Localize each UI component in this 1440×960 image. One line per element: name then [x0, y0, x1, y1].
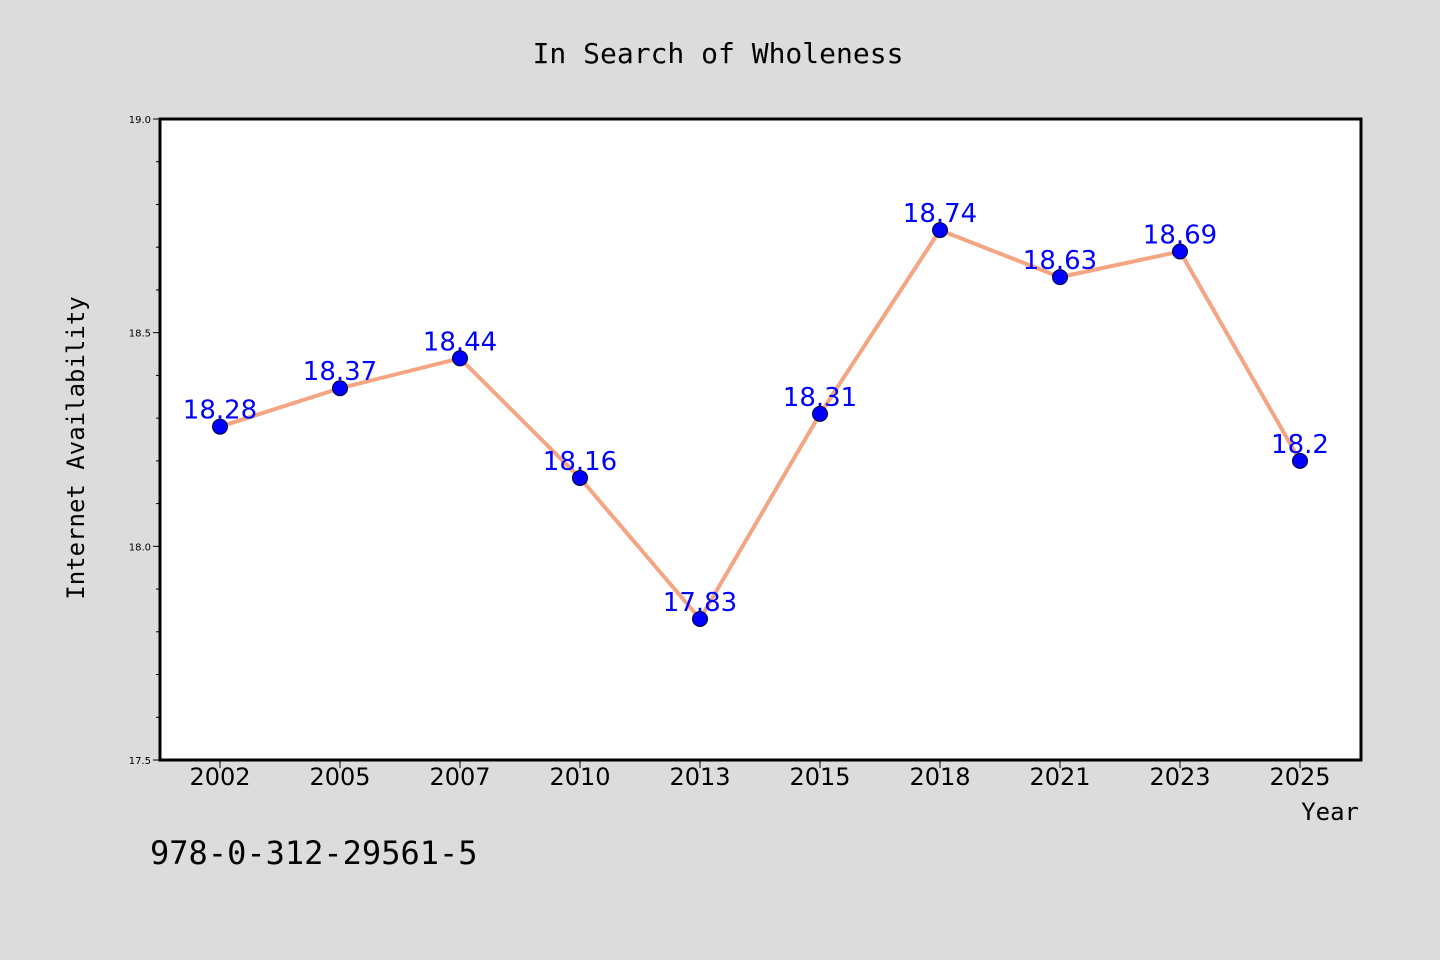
data-point-marker [1052, 269, 1068, 286]
data-value-label: 18.28 [183, 396, 257, 426]
data-point-marker [932, 222, 948, 239]
x-tick-label: 2023 [1149, 763, 1210, 791]
data-point-marker [692, 610, 708, 627]
x-tick-label: 2021 [1029, 763, 1090, 791]
data-value-label: 18.44 [423, 327, 497, 357]
x-tick-label: 2015 [789, 763, 850, 791]
data-value-label: 18.31 [783, 383, 857, 413]
data-point-marker [452, 350, 468, 367]
data-value-label: 18.69 [1143, 220, 1217, 250]
x-tick-label: 2007 [429, 763, 490, 791]
x-tick-label: 2025 [1269, 763, 1330, 791]
plot-area [158, 117, 1363, 762]
series-line [212, 222, 1308, 627]
x-tick-label: 2002 [189, 763, 250, 791]
data-value-label: 18.63 [1023, 246, 1097, 276]
data-point-marker [812, 405, 828, 422]
data-value-label: 18.74 [903, 199, 977, 229]
y-axis: 17.5 18.0 18.5 19.0 [129, 115, 160, 767]
data-point-marker [1172, 243, 1188, 260]
x-axis: 2002 2005 2007 2010 2013 2015 2018 2021 2023 2025 [189, 760, 1331, 791]
data-point-marker [1292, 452, 1308, 469]
data-value-label: 17.83 [663, 588, 737, 618]
y-tick-label: 18.5 [129, 329, 151, 340]
data-point-marker [572, 469, 588, 486]
x-axis-label: Year [1301, 798, 1359, 826]
data-labels: 18.28 18.37 18.44 18.16 17.83 18.31 18.74 18.63… [183, 199, 1329, 618]
x-tick-label: 2013 [669, 763, 730, 791]
y-tick-label: 17.5 [129, 756, 151, 767]
data-value-label: 18.16 [543, 447, 617, 477]
data-value-label: 18.2 [1271, 430, 1329, 460]
y-axis-label: Internet Availability [62, 296, 90, 599]
series-polyline [219, 228, 1302, 621]
isbn-text: 978-0-312-29561-5 [150, 834, 478, 872]
x-tick-label: 2005 [309, 763, 370, 791]
x-tick-label: 2010 [549, 763, 610, 791]
y-tick-label: 19.0 [129, 115, 151, 126]
data-point-marker [212, 418, 228, 435]
y-tick-label: 18.0 [129, 542, 151, 553]
chart-title: In Search of Wholeness [533, 37, 904, 70]
data-value-label: 18.37 [303, 357, 377, 387]
data-point-marker [332, 380, 348, 397]
x-tick-label: 2018 [909, 763, 970, 791]
